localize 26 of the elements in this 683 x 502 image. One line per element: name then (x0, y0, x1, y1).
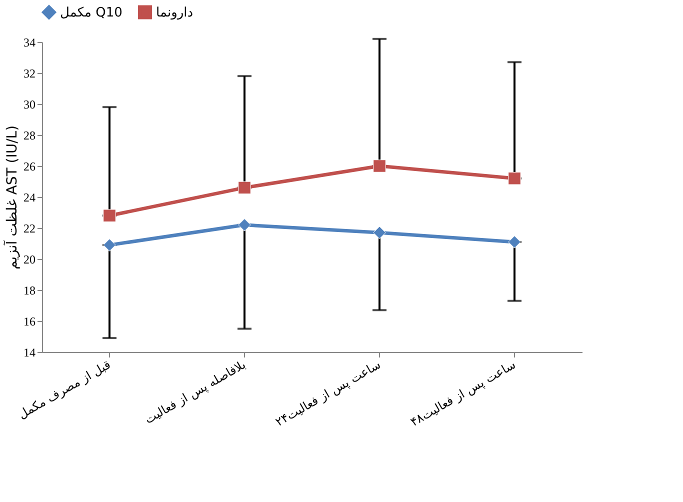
y-tick-label: 26 (24, 160, 36, 174)
y-tick-label: 28 (24, 128, 36, 142)
y-tick-label: 34 (24, 36, 36, 50)
legend-label: مکمل Q10 (60, 5, 122, 20)
y-tick-label: 30 (24, 98, 36, 112)
legend-label: دارونما (156, 5, 194, 20)
point (103, 209, 116, 222)
y-tick-label: 16 (24, 314, 36, 328)
y-tick-label: 14 (24, 346, 36, 360)
y-axis-title: غلظت آنزیم AST (IU/L) (2, 125, 20, 270)
x-tick-label: ۲۴ساعت پس از فعالیت (272, 357, 383, 430)
point (373, 226, 386, 240)
point (508, 236, 521, 248)
y-tick-label: 32 (24, 66, 36, 80)
point (238, 181, 251, 194)
y-tick-label: 20 (24, 252, 36, 266)
x-tick-label: بلافاصله پس از فعالیت (142, 357, 248, 427)
y-tick-label: 24 (24, 190, 36, 204)
point (103, 238, 116, 252)
x-tick-label: ۴۸ساعت پس از فعالیت (408, 357, 518, 430)
y-tick-label: 22 (24, 222, 36, 236)
point (373, 160, 386, 172)
x-tick-label: قبل از مصرف مکمل (16, 357, 113, 422)
point (508, 172, 521, 185)
point (238, 218, 251, 232)
y-tick-label: 18 (24, 284, 36, 298)
